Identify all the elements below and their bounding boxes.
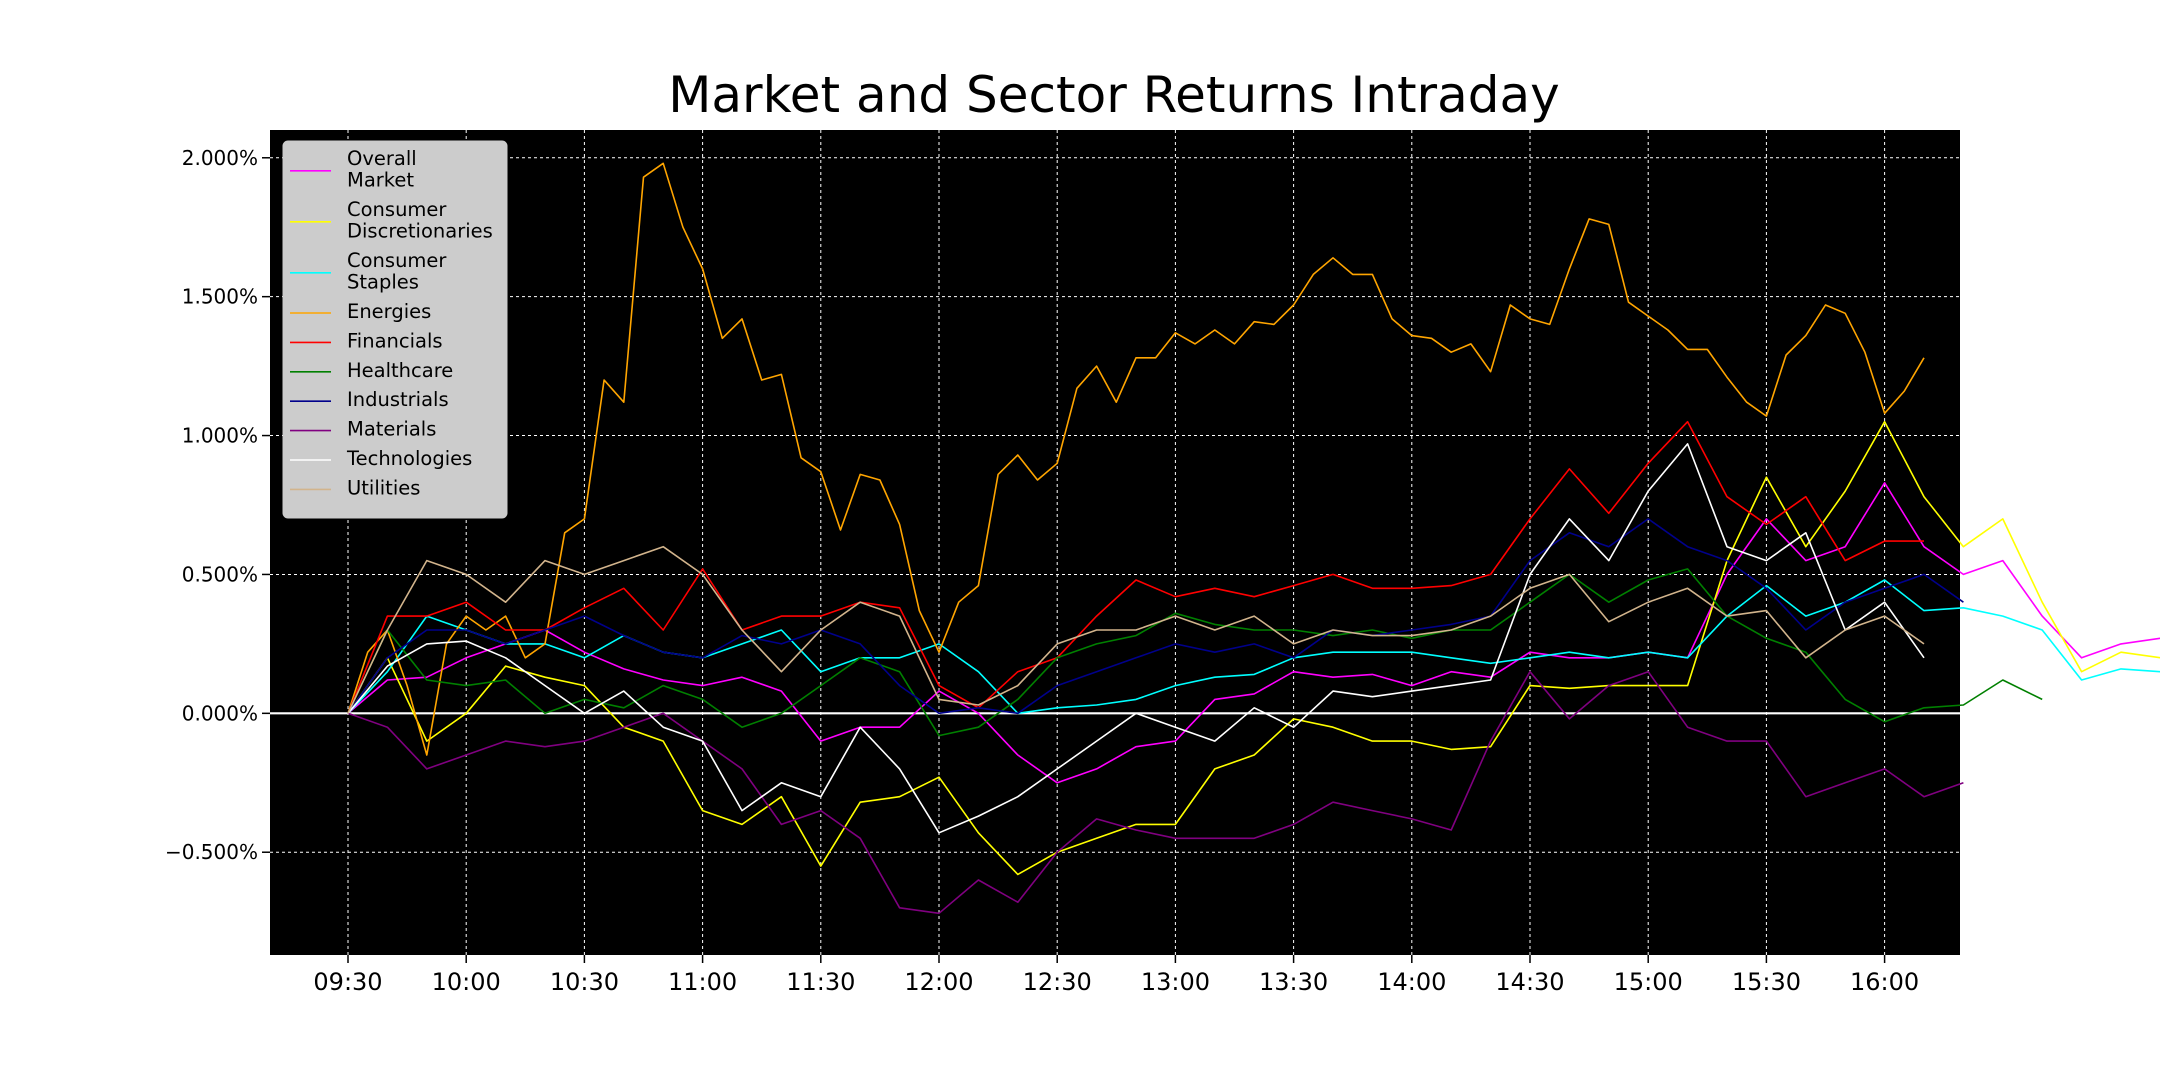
x-tick-label: 12:00 [904, 968, 973, 996]
x-axis-ticks: 09:30 10:00 10:30 11:00 11:30 12:00 12:30 13:00… [313, 955, 1919, 996]
y-tick-label: 0.500% [182, 562, 258, 586]
y-tick-label: 0.000% [182, 701, 258, 725]
x-tick-label: 14:00 [1377, 968, 1446, 996]
series-layer [347, 162, 2160, 915]
x-tick-label: 12:30 [1023, 968, 1092, 996]
y-tick-label: 2.000% [182, 146, 258, 170]
x-tick-label: 15:30 [1732, 968, 1801, 996]
x-tick-label: 10:30 [550, 968, 619, 996]
x-tick-label: 16:00 [1850, 968, 1919, 996]
legend-label-energies: Energies [347, 300, 431, 323]
legend-label-materials: Materials [347, 418, 436, 441]
x-tick-label: 09:30 [313, 968, 382, 996]
legend-label-technologies: Technologies [346, 447, 472, 470]
legend-label-utilities: Utilities [347, 476, 420, 499]
x-tick-label: 13:30 [1259, 968, 1328, 996]
series-line-technologies [347, 443, 1925, 834]
x-tick-label: 14:30 [1495, 968, 1564, 996]
legend-label-financials: Financials [347, 329, 443, 352]
chart-title: Market and Sector Returns Intraday [668, 66, 1559, 124]
x-tick-label: 11:00 [668, 968, 737, 996]
y-tick-label: 1.000% [182, 424, 258, 448]
y-tick-label: 1.500% [182, 285, 258, 309]
series-line-materials [347, 670, 1964, 915]
legend: Overall Market Consumer Discretionaries Cons… [282, 140, 508, 519]
x-tick-label: 13:00 [1141, 968, 1210, 996]
series-line-healthcare [347, 568, 2043, 737]
series-line-energies [347, 162, 1925, 756]
plot-area [270, 130, 1960, 955]
legend-label-industrials: Industrials [347, 388, 449, 411]
series-line-overall-market [347, 481, 2160, 784]
series-line-financials [347, 420, 1924, 714]
series-line-consumer-discretionaries [347, 420, 2160, 876]
y-axis-ticks: −0.500% 0.000% 0.500% 1.000% 1.500% 2.000% [165, 146, 270, 864]
x-tick-label: 15:00 [1614, 968, 1683, 996]
y-tick-label: −0.500% [165, 840, 258, 864]
legend-label-overall-market: Overall Market [347, 147, 417, 192]
x-tick-label: 10:00 [432, 968, 501, 996]
series-line-utilities [347, 545, 1925, 714]
legend-label-consumer-staples: Consumer Staples [347, 249, 447, 294]
x-tick-label: 11:30 [786, 968, 855, 996]
legend-box [282, 140, 508, 519]
legend-label-consumer-discretionaries: Consumer Discretionaries [347, 198, 493, 243]
legend-label-healthcare: Healthcare [347, 359, 453, 382]
series-line-industrials [347, 518, 1964, 715]
